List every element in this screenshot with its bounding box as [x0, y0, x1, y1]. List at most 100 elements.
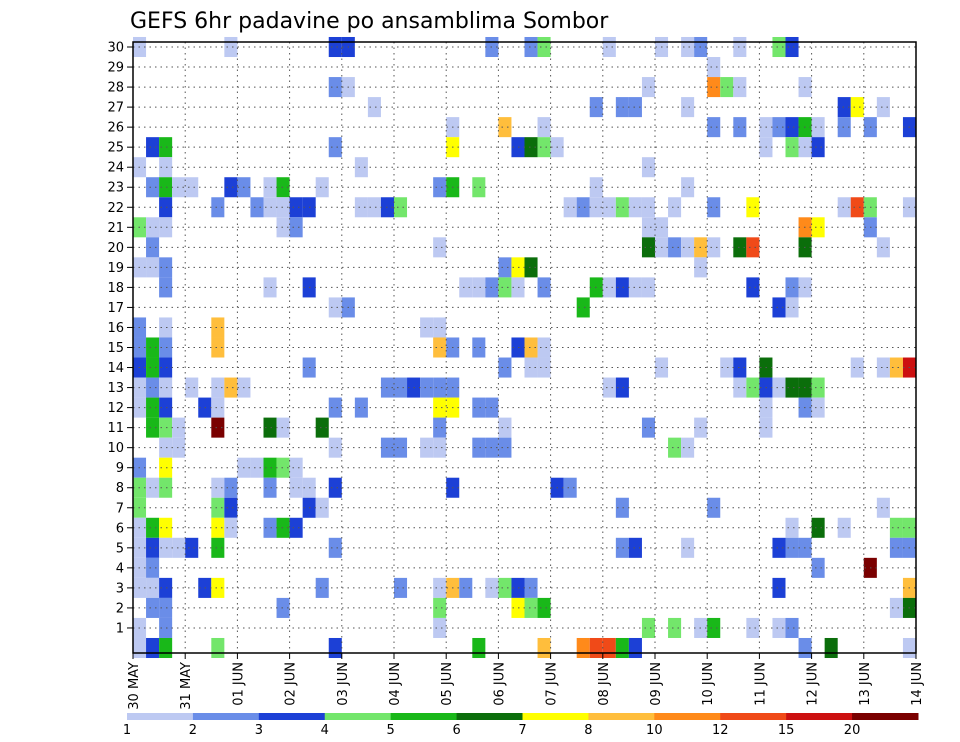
heatmap-cell: [224, 517, 238, 538]
heatmap-cell: [681, 177, 695, 198]
heatmap-cell: [498, 577, 512, 598]
heatmap-cell: [159, 137, 173, 158]
heatmap-cell: [276, 517, 290, 538]
heatmap-cell: [159, 317, 173, 338]
heatmap-cell: [785, 117, 799, 138]
heatmap-cell: [785, 517, 799, 538]
y-tick-label: 24: [107, 161, 124, 176]
heatmap-cell: [811, 137, 825, 158]
heatmap-cell: [746, 197, 760, 218]
heatmap-cell: [354, 197, 368, 218]
heatmap-cell: [889, 517, 903, 538]
heatmap-cell: [159, 357, 173, 378]
heatmap-cell: [328, 397, 342, 418]
y-tick-label: 5: [116, 541, 124, 556]
heatmap-cell: [263, 197, 277, 218]
heatmap-cell: [602, 637, 616, 659]
heatmap-cell: [433, 577, 447, 598]
heatmap-cell: [211, 197, 225, 218]
heatmap-cell: [837, 97, 851, 118]
heatmap-cell: [146, 537, 160, 558]
heatmap-cell: [159, 597, 173, 618]
heatmap-cell: [811, 377, 825, 398]
heatmap-cell: [433, 337, 447, 358]
heatmap-cell: [146, 137, 160, 158]
heatmap-cell: [707, 197, 721, 218]
heatmap-cell: [641, 277, 655, 298]
heatmap-cell: [511, 257, 525, 278]
heatmap-cell: [615, 537, 629, 558]
heatmap-cell: [524, 577, 538, 598]
heatmap-cell: [785, 137, 799, 158]
heatmap-cell: [537, 117, 551, 138]
heatmap-cell: [394, 577, 408, 598]
heatmap-cell: [433, 317, 447, 338]
colorbar: 1 2 3 4 5 6 7 8 10 12 15 20: [123, 713, 919, 738]
heatmap-cell: [602, 36, 616, 58]
heatmap-cell: [772, 577, 786, 598]
heatmap-cell: [276, 597, 290, 618]
heatmap-cell: [185, 377, 199, 398]
x-tick-label: 01 JUN: [231, 662, 246, 706]
heatmap-cell: [681, 537, 695, 558]
heatmap-cell: [146, 397, 160, 418]
y-tick-label: 20: [107, 241, 124, 256]
heatmap-cell: [707, 77, 721, 98]
heatmap-cell: [537, 597, 551, 618]
heatmap-cell: [641, 417, 655, 438]
heatmap-cell: [746, 377, 760, 398]
heatmap-cell: [276, 217, 290, 238]
heatmap-cell: [224, 377, 238, 398]
heatmap-cell: [328, 297, 342, 318]
heatmap-cell: [146, 417, 160, 438]
heatmap-cell: [133, 637, 147, 659]
heatmap-cell: [615, 97, 629, 118]
y-tick-label: 19: [107, 261, 124, 276]
heatmap-cell: [211, 517, 225, 538]
heatmap-cell: [472, 437, 486, 458]
heatmap-cell: [537, 337, 551, 358]
colorbar-swatch: [258, 713, 326, 720]
heatmap-cell: [733, 117, 747, 138]
heatmap-cell: [224, 36, 238, 58]
heatmap-cell: [263, 417, 277, 438]
heatmap-cell: [185, 537, 199, 558]
heatmap-cell: [602, 277, 616, 298]
heatmap-cell: [720, 357, 734, 378]
heatmap-cell: [707, 57, 721, 78]
heatmap-cell: [472, 637, 486, 659]
heatmap-cell: [224, 497, 238, 518]
colorbar-label: 3: [255, 723, 263, 738]
x-axis: 30 MAY 31 MAY 01 JUN 02 JUN 03 JUN 04 JUN 05 J…: [127, 653, 925, 710]
colorbar-label: 4: [321, 723, 329, 738]
heatmap-cells: [133, 36, 916, 659]
heatmap-cell: [159, 257, 173, 278]
heatmap-cell: [211, 417, 225, 438]
heatmap-cell: [720, 77, 734, 98]
heatmap-cell: [159, 617, 173, 638]
heatmap-cell: [537, 36, 551, 58]
colorbar-label: 10: [646, 723, 663, 738]
colorbar-label: 5: [387, 723, 395, 738]
heatmap-cell: [289, 217, 303, 238]
y-tick-label: 7: [116, 501, 124, 516]
y-tick-label: 6: [116, 521, 124, 536]
x-tick-label: 31 MAY: [179, 662, 194, 710]
colorbar-swatch: [390, 713, 458, 720]
colorbar-label: 7: [518, 723, 526, 738]
heatmap-cell: [159, 537, 173, 558]
heatmap-cell: [146, 257, 160, 278]
heatmap-cell: [876, 497, 890, 518]
heatmap-cell: [850, 97, 864, 118]
heatmap-cell: [707, 617, 721, 638]
heatmap-cell: [889, 537, 903, 558]
colorbar-swatch: [720, 713, 787, 720]
heatmap-cell: [250, 457, 264, 478]
heatmap-cell: [798, 637, 812, 659]
heatmap-cell: [498, 357, 512, 378]
heatmap-cell: [420, 437, 434, 458]
heatmap-cell: [354, 397, 368, 418]
heatmap-cell: [315, 497, 329, 518]
heatmap-cell: [668, 197, 682, 218]
